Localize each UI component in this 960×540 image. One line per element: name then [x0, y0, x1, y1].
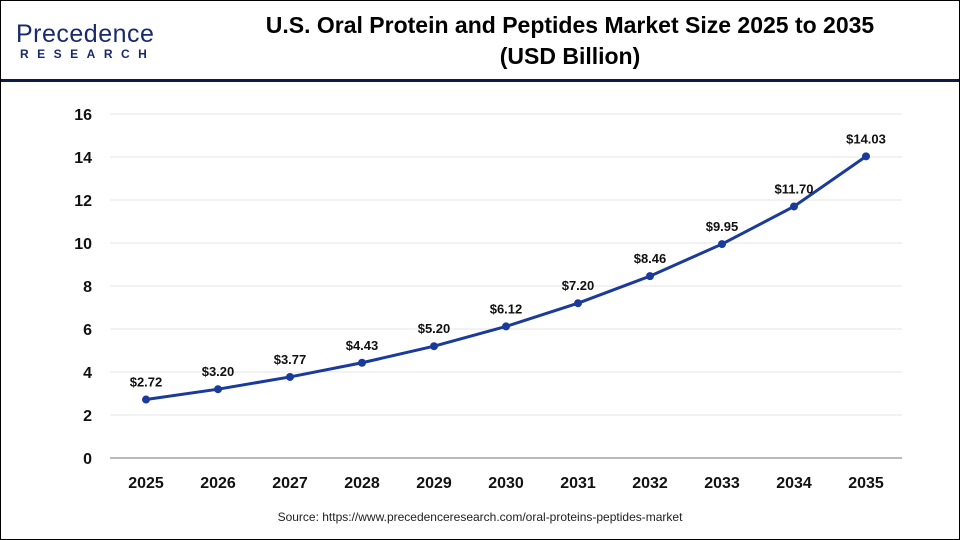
data-label: $2.72 [130, 375, 163, 390]
x-tick-label: 2026 [200, 475, 236, 492]
data-point [574, 299, 582, 308]
data-label: $5.20 [418, 321, 451, 336]
logo-subtitle: RESEARCH [20, 47, 156, 61]
data-label: $3.20 [202, 364, 235, 379]
data-point [430, 342, 438, 351]
x-tick-label: 2029 [416, 475, 452, 492]
data-point [502, 322, 510, 331]
y-tick-label: 14 [74, 150, 92, 167]
y-tick-label: 6 [83, 322, 92, 339]
source-note: Source: https://www.precedenceresearch.c… [277, 510, 683, 524]
y-tick-label: 16 [74, 107, 92, 124]
y-tick-label: 4 [83, 365, 92, 382]
x-tick-label: 2031 [560, 475, 596, 492]
x-tick-label: 2033 [704, 475, 740, 492]
data-point [790, 202, 798, 211]
y-tick-label: 10 [74, 236, 92, 253]
x-tick-label: 2028 [344, 475, 380, 492]
y-tick-label: 8 [83, 279, 92, 296]
data-point [142, 395, 150, 404]
data-point [286, 372, 294, 381]
data-label: $7.20 [562, 278, 595, 293]
title-line-1: U.S. Oral Protein and Peptides Market Si… [265, 12, 875, 38]
data-point [646, 272, 654, 281]
chart-title: U.S. Oral Protein and Peptides Market Si… [200, 10, 940, 72]
logo-wordmark: Precedence [16, 20, 155, 48]
data-label: $3.77 [274, 352, 307, 367]
title-line-2: (USD Billion) [499, 43, 641, 69]
x-tick-label: 2030 [488, 475, 524, 492]
logo: Precedence RESEARCH [16, 20, 166, 70]
x-tick-label: 2027 [272, 475, 308, 492]
data-label: $11.70 [774, 181, 813, 196]
data-point [718, 240, 726, 249]
series-line [145, 155, 867, 402]
header-divider [1, 79, 959, 82]
y-tick-label: 0 [83, 451, 92, 468]
data-label: $6.12 [490, 301, 523, 316]
y-tick-label: 12 [74, 193, 92, 210]
data-point [358, 358, 366, 367]
x-tick-label: 2034 [776, 475, 812, 492]
data-label: $9.95 [706, 219, 739, 234]
data-point [862, 152, 870, 161]
data-point [214, 385, 222, 394]
data-label: $14.03 [846, 131, 886, 146]
x-tick-label: 2025 [128, 475, 164, 492]
x-tick-label: 2032 [632, 475, 668, 492]
data-label: $4.43 [346, 338, 379, 353]
y-tick-label: 2 [83, 408, 92, 425]
data-label: $8.46 [634, 251, 667, 266]
x-tick-label: 2035 [848, 475, 884, 492]
